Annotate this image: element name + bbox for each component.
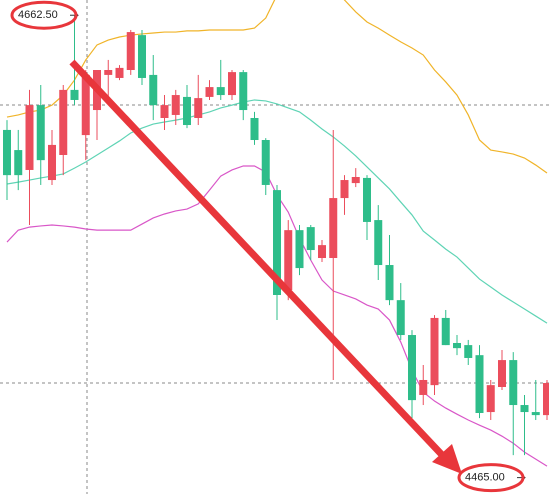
candle-body <box>486 385 495 413</box>
candle-body <box>25 105 34 170</box>
candle-body <box>171 95 180 115</box>
candle-body <box>498 360 506 388</box>
candle-body <box>430 317 439 386</box>
candle-body <box>126 32 135 71</box>
price-label: 4662.50 <box>18 9 58 21</box>
candle-body <box>441 317 450 346</box>
candle-body <box>239 72 248 111</box>
candle-body <box>329 198 338 259</box>
candle-body <box>194 98 203 118</box>
candle-body <box>374 220 383 266</box>
candle-body <box>284 230 293 291</box>
arrow-shaft <box>69 59 447 460</box>
candle-body <box>273 190 281 295</box>
candle-body <box>318 245 326 259</box>
candle-body <box>205 87 214 97</box>
candle-body <box>363 177 371 222</box>
candle-body <box>475 355 484 413</box>
candle-body <box>216 87 225 96</box>
band-line <box>6 99 548 324</box>
candle-body <box>531 412 540 416</box>
candle-body <box>453 342 461 349</box>
candle-body <box>340 180 349 199</box>
candle-body <box>70 89 79 100</box>
candle-body <box>36 105 45 161</box>
candle-body <box>115 67 124 78</box>
candle-body <box>59 89 68 155</box>
candle-body <box>81 74 90 136</box>
candle-body <box>3 129 11 176</box>
candle-body <box>464 345 473 358</box>
price-label: 4465.00 <box>465 472 505 484</box>
candle-body <box>228 72 236 96</box>
candle-body <box>408 335 416 401</box>
candle-body <box>250 117 259 141</box>
candle-body <box>48 144 56 181</box>
candle-body <box>306 227 315 251</box>
trend-arrow <box>69 59 462 474</box>
candle-body <box>261 140 270 185</box>
candle-body <box>138 35 146 78</box>
candle-body <box>104 70 113 75</box>
candle-body <box>149 74 158 106</box>
candles <box>3 15 549 456</box>
candle-body <box>351 176 360 184</box>
highlight-circle <box>10 0 78 30</box>
candle-body <box>385 265 394 301</box>
highlight-circle <box>457 463 525 493</box>
arrow-head <box>432 444 462 474</box>
candle-body <box>14 150 23 176</box>
band-line <box>6 0 548 174</box>
candle-body <box>509 360 518 406</box>
candle-body <box>520 405 529 413</box>
candle-body <box>295 230 304 269</box>
annotations: 4662.50 4465.00 <box>10 0 526 493</box>
candle-body <box>543 383 549 416</box>
candle-body <box>160 105 169 118</box>
candle-body <box>396 300 405 336</box>
candle-body <box>183 96 191 126</box>
candle-body <box>419 379 428 395</box>
